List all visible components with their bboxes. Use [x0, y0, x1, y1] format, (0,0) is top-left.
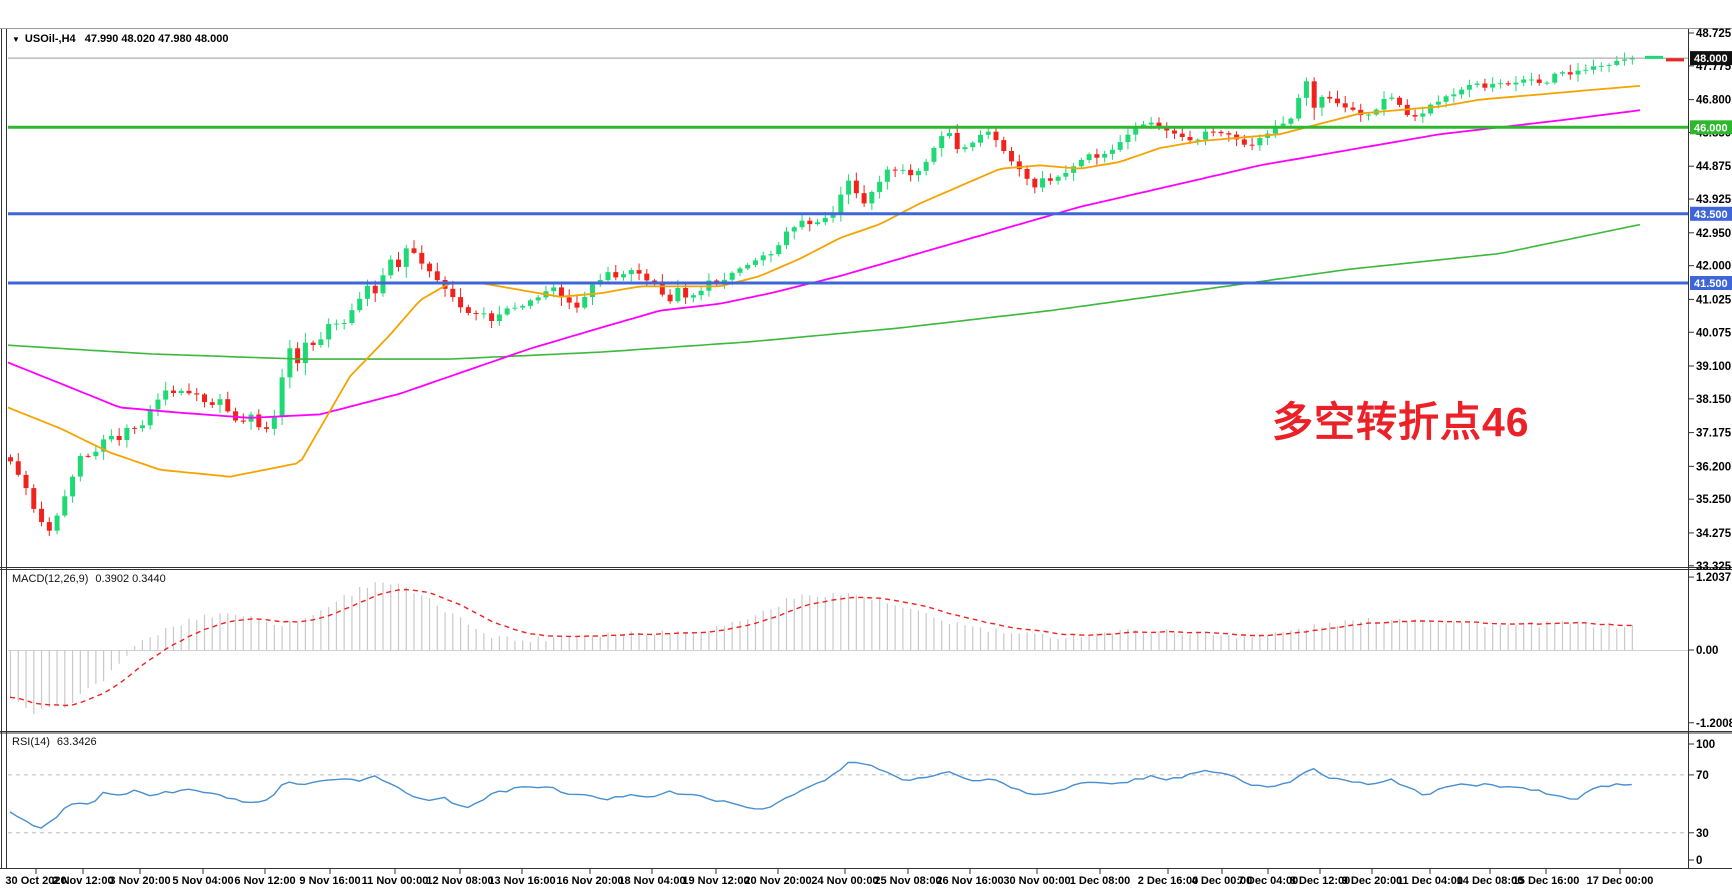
ma-slow-line — [8, 223, 1641, 360]
price-level-badge — [1690, 120, 1732, 135]
svg-text:19 Nov 12:00: 19 Nov 12:00 — [682, 875, 749, 887]
svg-text:34.275: 34.275 — [1696, 528, 1732, 540]
svg-text:3 Nov 20:00: 3 Nov 20:00 — [109, 875, 170, 887]
svg-text:16 Nov 20:00: 16 Nov 20:00 — [556, 875, 623, 887]
svg-text:38.150: 38.150 — [1696, 394, 1731, 406]
svg-text:-1.2008: -1.2008 — [1696, 718, 1732, 730]
svg-text:2 Nov 12:00: 2 Nov 12:00 — [52, 875, 113, 887]
svg-text:24 Nov 00:00: 24 Nov 00:00 — [811, 875, 878, 887]
svg-text:0.00: 0.00 — [1696, 645, 1718, 657]
macd-indicator-label: MACD(12,26,9) 0.3902 0.3440 — [12, 573, 166, 585]
price-level-badge — [1690, 276, 1732, 290]
svg-text:15 Dec 16:00: 15 Dec 16:00 — [1513, 875, 1580, 887]
svg-text:43.500: 43.500 — [1694, 209, 1728, 221]
ma-mid-line — [8, 109, 1641, 419]
rsi-name: RSI(14) — [12, 736, 50, 748]
svg-text:4 Dec 00:00: 4 Dec 00:00 — [1192, 875, 1253, 887]
chart-ohlc-values: 47.990 48.020 47.980 48.000 — [84, 33, 229, 45]
svg-text:100: 100 — [1696, 739, 1715, 751]
svg-text:11 Nov 00:00: 11 Nov 00:00 — [362, 875, 429, 887]
svg-text:30: 30 — [1696, 828, 1709, 840]
svg-text:39.100: 39.100 — [1696, 361, 1731, 373]
svg-text:1 Dec 08:00: 1 Dec 08:00 — [1070, 875, 1131, 887]
svg-text:36.200: 36.200 — [1696, 461, 1731, 473]
svg-text:0: 0 — [1696, 855, 1702, 867]
svg-text:26 Nov 16:00: 26 Nov 16:00 — [936, 875, 1003, 887]
svg-text:70: 70 — [1696, 770, 1709, 782]
svg-text:33.325: 33.325 — [1696, 561, 1732, 573]
svg-text:2 Dec 16:00: 2 Dec 16:00 — [1138, 875, 1199, 887]
price-level-badge — [1690, 206, 1732, 221]
rsi-panel — [8, 761, 1688, 834]
svg-text:46.800: 46.800 — [1696, 95, 1731, 107]
svg-text:40.075: 40.075 — [1696, 327, 1732, 339]
macd-values: 0.3902 0.3440 — [95, 573, 166, 585]
svg-text:6 Nov 12:00: 6 Nov 12:00 — [234, 875, 295, 887]
candles — [8, 52, 1635, 536]
svg-text:12 Nov 08:00: 12 Nov 08:00 — [426, 875, 493, 887]
svg-text:14 Dec 08:00: 14 Dec 08:00 — [1457, 875, 1524, 887]
main-chart-area — [8, 52, 1688, 536]
symbol-dropdown-icon[interactable]: ▼ — [12, 35, 20, 44]
svg-text:7 Dec 04:00: 7 Dec 04:00 — [1238, 875, 1299, 887]
svg-text:35.250: 35.250 — [1696, 494, 1731, 506]
rsi-line — [9, 761, 1632, 829]
svg-text:48.725: 48.725 — [1696, 28, 1732, 40]
svg-text:41.025: 41.025 — [1696, 294, 1732, 306]
rsi-indicator-label: RSI(14) 63.3426 — [12, 736, 97, 748]
svg-text:43.925: 43.925 — [1696, 194, 1732, 206]
macd-panel — [8, 582, 1688, 714]
svg-text:20 Nov 20:00: 20 Nov 20:00 — [744, 875, 811, 887]
svg-text:18 Nov 04:00: 18 Nov 04:00 — [618, 875, 685, 887]
svg-text:46.000: 46.000 — [1694, 122, 1728, 134]
annotation-text[interactable]: 多空转折点46 — [1272, 399, 1530, 445]
svg-text:42.000: 42.000 — [1696, 261, 1731, 273]
svg-text:30 Nov 00:00: 30 Nov 00:00 — [1003, 875, 1070, 887]
rsi-value: 63.3426 — [56, 736, 97, 748]
svg-text:25 Nov 08:00: 25 Nov 08:00 — [874, 875, 941, 887]
svg-text:30 Oct 2020: 30 Oct 2020 — [5, 875, 66, 887]
svg-text:11 Dec 04:00: 11 Dec 04:00 — [1397, 875, 1463, 887]
macd-signal-line — [9, 588, 1632, 707]
svg-text:8 Dec 12:00: 8 Dec 12:00 — [1290, 875, 1351, 887]
svg-text:42.950: 42.950 — [1696, 228, 1731, 240]
chart-symbol-period: USOil-,H4 — [24, 33, 76, 45]
macd-histogram — [9, 582, 1633, 714]
ma-fast-line — [8, 85, 1641, 478]
svg-text:37.175: 37.175 — [1696, 428, 1732, 440]
svg-text:9 Nov 16:00: 9 Nov 16:00 — [299, 875, 360, 887]
price-axis[interactable] — [1689, 28, 1732, 869]
chart-title: ▼ USOil-,H4 47.990 48.020 47.980 48.000 — [12, 33, 228, 45]
svg-text:13 Nov 16:00: 13 Nov 16:00 — [488, 875, 555, 887]
macd-name: MACD(12,26,9) — [12, 573, 89, 585]
svg-text:48.000: 48.000 — [1694, 53, 1728, 65]
svg-text:44.875: 44.875 — [1696, 161, 1732, 173]
svg-text:17 Dec 00:00: 17 Dec 00:00 — [1587, 875, 1654, 887]
svg-text:41.500: 41.500 — [1694, 278, 1728, 290]
svg-text:9 Dec 20:00: 9 Dec 20:00 — [1342, 875, 1403, 887]
price-level-badge — [1690, 51, 1732, 66]
time-axis[interactable] — [0, 870, 1732, 895]
svg-text:1.2037: 1.2037 — [1696, 572, 1731, 584]
svg-text:5 Nov 04:00: 5 Nov 04:00 — [172, 875, 233, 887]
